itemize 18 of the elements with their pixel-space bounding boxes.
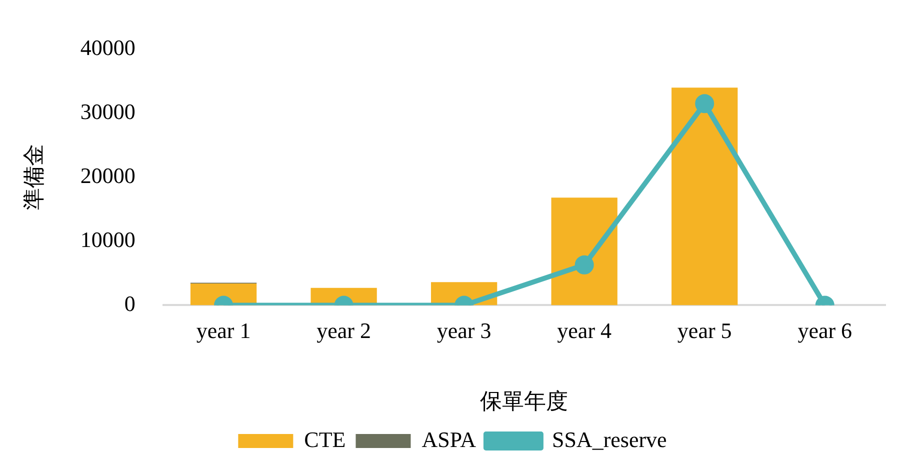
x-tick-label: year 6 [798,318,852,344]
legend-label: SSA_reserve [552,426,667,452]
x-tick-label: year 3 [436,318,492,344]
y-tick-label: 0 [124,290,136,316]
x-tick-label: year 1 [196,318,251,344]
y-tick-label: 30000 [80,98,136,124]
y-tick-label: 20000 [80,162,136,188]
x-tick-label: year 2 [316,318,371,344]
y-axis-title: 準備金 [22,144,47,210]
legend-label: CTE [304,426,346,452]
x-tick-label: year 5 [677,318,732,344]
y-tick-label: 10000 [80,226,136,252]
x-axis-title: 保單年度 [480,388,568,414]
bar [672,88,738,306]
x-tick-label: year 4 [557,318,612,344]
y-tick-label: 40000 [80,34,136,60]
bar [551,198,618,306]
legend-label: ASPA [422,426,476,452]
